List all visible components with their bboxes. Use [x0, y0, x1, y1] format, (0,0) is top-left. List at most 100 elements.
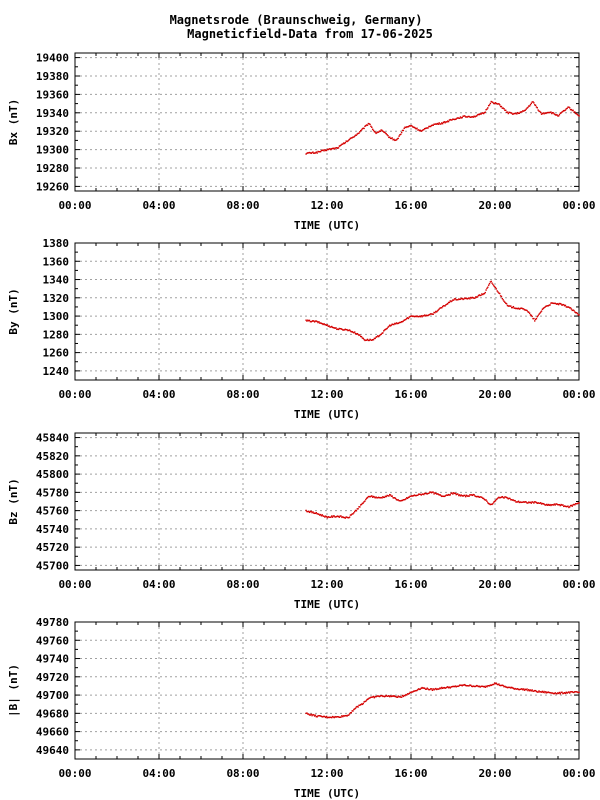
data-point: [311, 151, 313, 154]
data-point: [572, 504, 574, 506]
data-point: [560, 503, 562, 506]
data-point: [522, 501, 524, 503]
data-point: [336, 515, 339, 517]
data-point: [329, 516, 331, 518]
data-point: [523, 689, 526, 691]
data-point: [516, 307, 518, 310]
data-point: [399, 134, 401, 136]
y-tick-label: 1320: [43, 292, 70, 305]
data-point: [527, 502, 529, 504]
data-point: [470, 296, 472, 299]
data-point: [509, 111, 511, 114]
data-point: [572, 109, 574, 111]
x-tick-label: 00:00: [562, 199, 595, 212]
data-point: [440, 123, 442, 125]
data-point: [349, 330, 352, 332]
data-point: [307, 319, 309, 321]
data-point: [389, 325, 392, 327]
data-point: [306, 510, 308, 513]
data-point: [383, 695, 385, 697]
data-point: [527, 311, 529, 313]
data-point: [485, 685, 487, 687]
data-point: [509, 686, 511, 689]
data-point: [365, 700, 367, 702]
x-tick-label: 20:00: [478, 388, 511, 401]
data-point: [454, 492, 457, 495]
data-point: [574, 691, 576, 693]
data-point: [493, 682, 496, 684]
data-point: [549, 111, 551, 114]
data-point: [512, 687, 515, 689]
data-point: [492, 283, 494, 286]
data-point: [487, 286, 489, 288]
y-tick-label: 45840: [36, 432, 69, 445]
data-point: [401, 499, 404, 502]
data-point: [360, 129, 363, 131]
data-point: [532, 690, 534, 692]
data-point: [565, 505, 568, 508]
y-axis-label: |B| (nT): [7, 664, 20, 717]
data-point: [409, 495, 411, 497]
data-point: [487, 284, 490, 286]
data-point: [548, 111, 550, 114]
data-point: [436, 493, 439, 495]
data-point: [355, 706, 358, 708]
data-point: [566, 505, 568, 508]
data-point: [546, 305, 549, 307]
data-point: [447, 301, 450, 304]
data-point: [319, 322, 321, 324]
data-point: [563, 692, 565, 694]
data-point: [402, 499, 405, 501]
data-point: [308, 511, 311, 514]
data-point: [459, 684, 462, 686]
data-point: [409, 691, 411, 694]
data-point: [509, 305, 511, 307]
data-point: [327, 325, 329, 328]
data-point: [519, 501, 521, 503]
data-point: [336, 147, 339, 149]
data-point: [380, 496, 382, 499]
data-point: [421, 316, 423, 318]
data-point: [534, 689, 536, 692]
data-point: [488, 282, 491, 285]
y-tick-label: 45820: [36, 450, 69, 463]
data-point: [365, 124, 367, 127]
data-point: [403, 499, 405, 501]
data-point: [426, 493, 428, 495]
data-point: [453, 685, 456, 688]
data-point: [575, 503, 578, 505]
data-point: [538, 110, 540, 112]
x-tick-label: 12:00: [310, 767, 343, 780]
data-point: [318, 513, 320, 516]
data-point: [564, 109, 567, 111]
data-point: [454, 298, 457, 300]
data-point: [472, 116, 475, 118]
data-point: [403, 127, 405, 130]
data-point: [368, 123, 370, 125]
data-point: [533, 690, 535, 692]
data-point: [425, 492, 428, 495]
data-point: [365, 498, 367, 501]
data-point: [367, 339, 370, 342]
data-point: [428, 314, 430, 316]
data-point: [340, 144, 342, 146]
data-point: [490, 503, 492, 505]
data-point: [538, 690, 540, 692]
data-point: [481, 685, 483, 687]
data-point: [397, 695, 399, 697]
data-point: [476, 114, 479, 116]
data-point: [412, 690, 415, 692]
data-point: [307, 713, 310, 715]
chart-panel-4: 00:00 04:00 08:00 12:00 16:00 20:00 00:00 49640…: [7, 616, 596, 800]
data-point: [423, 128, 425, 131]
data-point: [466, 298, 469, 300]
data-point: [335, 147, 337, 149]
data-point: [445, 494, 447, 497]
data-point: [553, 692, 556, 695]
data-point: [504, 109, 506, 111]
data-point: [522, 110, 524, 112]
data-point: [414, 494, 416, 497]
data-point: [337, 716, 340, 718]
data-series: [305, 280, 580, 342]
data-point: [334, 516, 336, 518]
